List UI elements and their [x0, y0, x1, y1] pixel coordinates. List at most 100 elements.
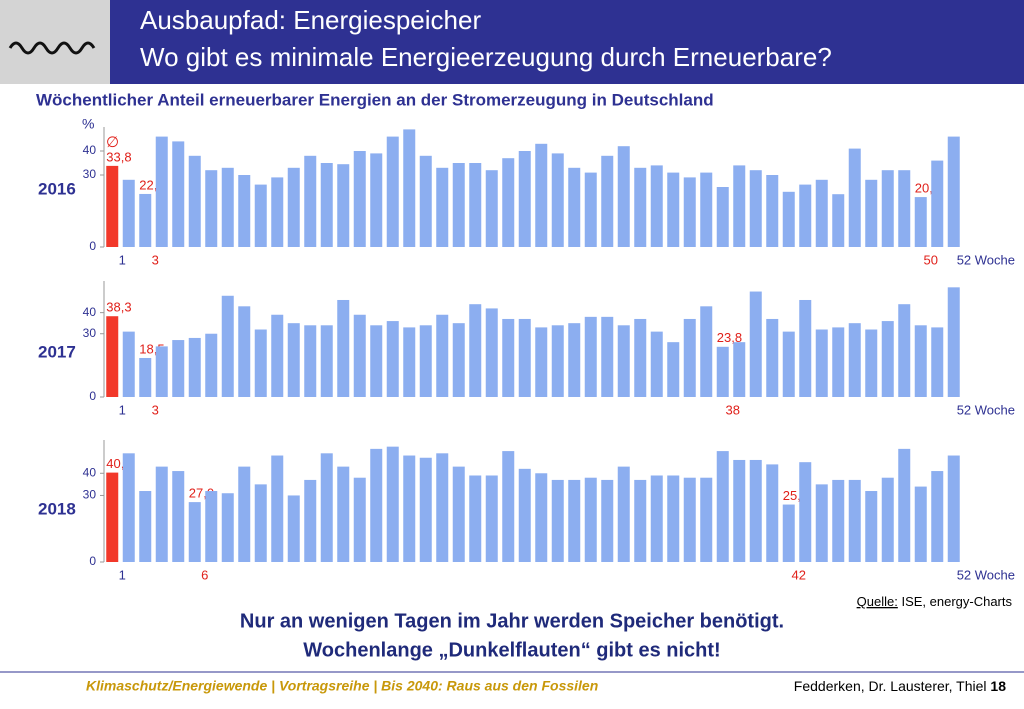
y-tick-label: 30: [83, 326, 97, 340]
bar: [700, 306, 713, 397]
bar: [650, 165, 663, 247]
bar: [221, 295, 234, 397]
bar: [601, 155, 614, 247]
bar: [865, 329, 878, 397]
year-label: 2018: [38, 499, 76, 518]
x-tick-label: 52 Woche: [957, 252, 1015, 267]
bar: [947, 136, 960, 247]
x-tick-label: 38: [726, 402, 740, 417]
bar: [799, 462, 812, 562]
x-tick-label: 52 Woche: [957, 402, 1015, 417]
x-tick-label: 1: [119, 252, 126, 267]
bar: [188, 337, 201, 397]
bar: [931, 327, 944, 397]
bar: [403, 327, 416, 397]
bar: [931, 471, 944, 562]
bar: [287, 167, 300, 247]
bar: [238, 175, 251, 247]
bar: [749, 459, 762, 562]
x-tick-label: 42: [792, 567, 806, 582]
bar: [287, 495, 300, 562]
y-tick-label: 0: [89, 554, 96, 568]
bar: [139, 193, 152, 247]
bar: [832, 194, 845, 247]
bar: [865, 179, 878, 247]
bar: [947, 455, 960, 562]
bar: [221, 493, 234, 562]
bar: [403, 455, 416, 562]
message: Wochenlange „Dunkelflauten“ gibt es nich…: [303, 639, 720, 661]
bar: [452, 163, 465, 247]
bar: [749, 291, 762, 397]
bar: [898, 448, 911, 562]
y-axis-label: %: [82, 116, 94, 132]
bar: [584, 316, 597, 397]
subtitle: Wöchentlicher Anteil erneuerbarer Energi…: [36, 90, 714, 109]
logo-box: [0, 0, 110, 84]
bar: [304, 325, 317, 397]
logo: [8, 41, 96, 55]
bar: [485, 308, 498, 397]
bar: [370, 448, 383, 562]
page-number: 18: [990, 678, 1006, 694]
bar: [304, 155, 317, 247]
bar: [320, 453, 333, 562]
bar: [733, 342, 746, 397]
bar: [865, 491, 878, 562]
y-tick-label: 0: [89, 389, 96, 403]
source-text: ISE, energy-Charts: [901, 594, 1012, 609]
bar: [139, 357, 152, 397]
bar: [848, 148, 861, 247]
bar: [667, 475, 680, 562]
bar: [815, 329, 828, 397]
bar: [485, 475, 498, 562]
bar: [782, 504, 795, 562]
bar: [386, 446, 399, 562]
value-label: 38,3: [106, 300, 131, 315]
bar: [502, 451, 515, 562]
bar: [667, 172, 680, 247]
annotation: ∅: [106, 134, 119, 151]
bar: [337, 466, 350, 562]
bar: [205, 333, 218, 397]
bar: [254, 329, 267, 397]
bar: [419, 457, 432, 562]
bar: [469, 304, 482, 397]
bar: [700, 172, 713, 247]
y-tick-label: 30: [83, 167, 97, 181]
bar: [848, 479, 861, 562]
bar: [436, 453, 449, 562]
bar: [733, 165, 746, 247]
y-tick-label: 40: [83, 305, 97, 319]
bar: [370, 325, 383, 397]
bar: [848, 323, 861, 397]
bar: [469, 475, 482, 562]
bar: [617, 466, 630, 562]
bar: [551, 325, 564, 397]
bar: [518, 468, 531, 562]
bar: [881, 321, 894, 397]
bar: [337, 164, 350, 247]
bar: [601, 316, 614, 397]
bar: [353, 151, 366, 247]
footer-left: Klimaschutz/Energiewende | Vortragsreihe…: [86, 678, 598, 694]
bar: [188, 155, 201, 247]
bar: [683, 477, 696, 562]
bar: [551, 479, 564, 562]
bar: [172, 141, 185, 247]
bar: [370, 153, 383, 247]
bar: [320, 163, 333, 247]
bar: [271, 177, 284, 247]
year-label: 2017: [38, 342, 76, 361]
value-label: 33,8: [106, 149, 131, 164]
bar: [799, 184, 812, 247]
message: Nur an wenigen Tagen im Jahr werden Spei…: [240, 610, 784, 632]
bar: [106, 165, 119, 247]
bar: [155, 346, 168, 397]
bar: [155, 136, 168, 247]
bar: [931, 160, 944, 247]
authors: Fedderken, Dr. Lausterer, Thiel: [794, 678, 987, 694]
x-tick-label: 1: [119, 567, 126, 582]
year-label: 2016: [38, 179, 76, 198]
